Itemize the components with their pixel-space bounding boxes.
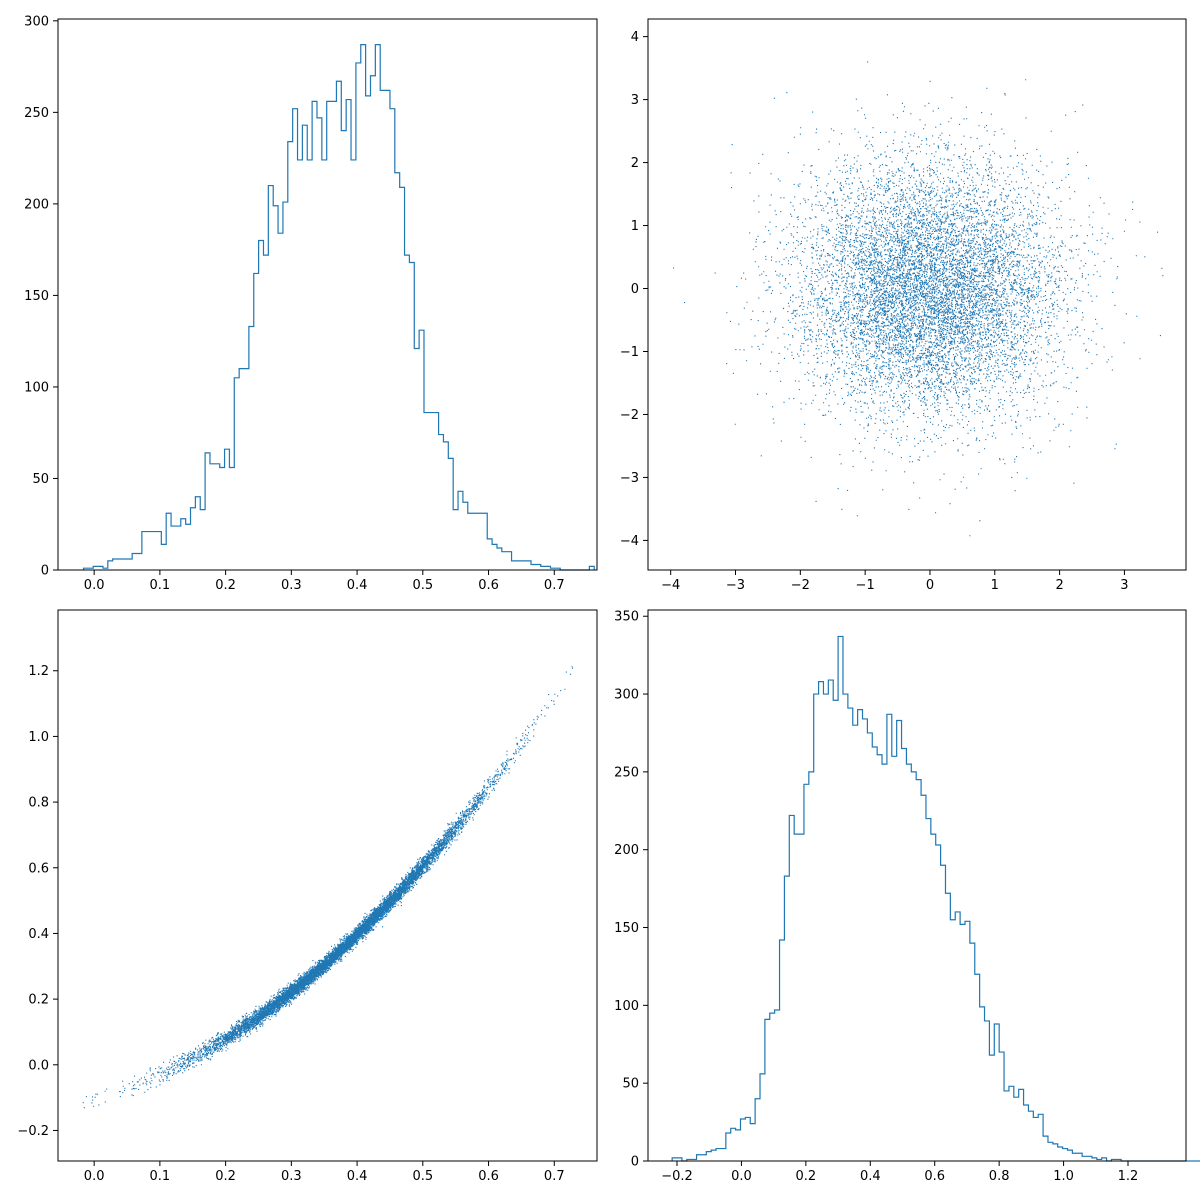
scatter-top-right: −4 −3 −2 −1 0 1 2 3 −4 −3 −2 −1 0 1 2 3 4 bbox=[620, 18, 1187, 593]
x-tick-label: 3 bbox=[1120, 578, 1128, 593]
y-tick-label: 0.4 bbox=[28, 927, 49, 942]
y-tick-label: 300 bbox=[24, 14, 49, 29]
y-tick-label: 1.0 bbox=[28, 730, 49, 745]
y-tick-label: 250 bbox=[24, 106, 49, 121]
scatter-bottom-left: 0.0 0.1 0.2 0.3 0.4 0.5 0.6 0.7 −0.2 0.0 0.2 0.4 0.6… bbox=[17, 609, 598, 1184]
y-tick-label: 0.2 bbox=[28, 993, 49, 1008]
plot-area bbox=[673, 61, 1164, 537]
x-tick-label: 0.4 bbox=[860, 1169, 881, 1184]
plot-area bbox=[82, 44, 595, 571]
y-tick-label: −2 bbox=[620, 408, 639, 423]
y-tick-label: 2 bbox=[631, 156, 639, 171]
y-tick-label: 0.0 bbox=[28, 1058, 49, 1073]
y-tick-label: 150 bbox=[24, 289, 49, 304]
x-tick-label: 0.2 bbox=[215, 1169, 236, 1184]
y-tick-label: 1 bbox=[631, 219, 639, 234]
y-tick-label: 0.6 bbox=[28, 861, 49, 876]
x-tick-label: 0.3 bbox=[281, 578, 302, 593]
y-tick-label: 0 bbox=[631, 282, 639, 297]
x-tick-label: 0.3 bbox=[281, 1169, 302, 1184]
y-tick-label: 300 bbox=[614, 688, 639, 703]
x-tick-label: −0.2 bbox=[661, 1169, 693, 1184]
y-tick-label: 200 bbox=[24, 197, 49, 212]
x-tick-label: 0.0 bbox=[84, 1169, 105, 1184]
x-tick-label: 1.0 bbox=[1053, 1169, 1074, 1184]
y-tick-label: −0.2 bbox=[17, 1124, 49, 1139]
x-tick-label: 0 bbox=[926, 578, 934, 593]
y-tick-label: 0.8 bbox=[28, 796, 49, 811]
y-tick-label: 1.2 bbox=[28, 664, 49, 679]
y-tick-label: 0 bbox=[41, 564, 49, 579]
y-tick-label: 50 bbox=[622, 1077, 639, 1092]
x-tick-label: 2 bbox=[1055, 578, 1063, 593]
x-tick-label: 1 bbox=[991, 578, 999, 593]
x-tick-label: 0.6 bbox=[924, 1169, 945, 1184]
y-tick-label: 3 bbox=[631, 93, 639, 108]
plot-area bbox=[671, 635, 1200, 1162]
x-tick-label: 0.7 bbox=[544, 1169, 565, 1184]
axes-frame bbox=[647, 18, 1187, 571]
histogram-bottom-right: −0.2 0.0 0.2 0.4 0.6 0.8 1.0 1.2 0 50 100 150 200 250… bbox=[614, 609, 1200, 1184]
x-tick-label: 0.6 bbox=[478, 1169, 499, 1184]
x-tick-label: 0.0 bbox=[731, 1169, 752, 1184]
y-tick-label: 4 bbox=[631, 30, 639, 45]
y-tick-label: 200 bbox=[614, 843, 639, 858]
x-tick-label: 0.2 bbox=[215, 578, 236, 593]
x-tick-label: −1 bbox=[856, 578, 875, 593]
histogram-step-line bbox=[82, 44, 595, 571]
x-tick-label: 0.8 bbox=[989, 1169, 1010, 1184]
axes-frame bbox=[57, 18, 598, 571]
x-tick-label: −3 bbox=[726, 578, 745, 593]
y-tick-label: 350 bbox=[614, 610, 639, 625]
x-tick-label: 0.5 bbox=[412, 1169, 433, 1184]
axes-frame bbox=[647, 609, 1187, 1162]
y-tick-label: 100 bbox=[614, 999, 639, 1014]
x-tick-label: 0.4 bbox=[347, 1169, 368, 1184]
x-tick-label: 0.1 bbox=[150, 1169, 171, 1184]
x-tick-label: 0.0 bbox=[84, 578, 105, 593]
histogram-top-left: 0.0 0.1 0.2 0.3 0.4 0.5 0.6 0.7 0 50 100 150 200 250 3… bbox=[24, 14, 598, 593]
scatter-points bbox=[82, 666, 574, 1109]
plot-area bbox=[82, 666, 574, 1109]
y-tick-label: −3 bbox=[620, 471, 639, 486]
x-tick-label: −2 bbox=[791, 578, 810, 593]
x-tick-label: 0.4 bbox=[347, 578, 368, 593]
axes-frame bbox=[57, 609, 598, 1162]
y-tick-label: −4 bbox=[620, 534, 639, 549]
y-tick-label: −1 bbox=[620, 345, 639, 360]
x-tick-label: 0.7 bbox=[544, 578, 565, 593]
y-tick-label: 150 bbox=[614, 921, 639, 936]
x-tick-label: −4 bbox=[661, 578, 680, 593]
x-tick-label: 0.6 bbox=[478, 578, 499, 593]
scatter-points bbox=[673, 61, 1164, 537]
y-tick-label: 100 bbox=[24, 380, 49, 395]
x-tick-label: 0.2 bbox=[796, 1169, 817, 1184]
y-tick-label: 0 bbox=[631, 1155, 639, 1170]
y-tick-label: 50 bbox=[32, 472, 49, 487]
x-tick-label: 1.2 bbox=[1118, 1169, 1139, 1184]
histogram-step-line bbox=[671, 635, 1200, 1162]
y-tick-label: 250 bbox=[614, 765, 639, 780]
x-tick-label: 0.5 bbox=[412, 578, 433, 593]
x-tick-label: 0.1 bbox=[150, 578, 171, 593]
